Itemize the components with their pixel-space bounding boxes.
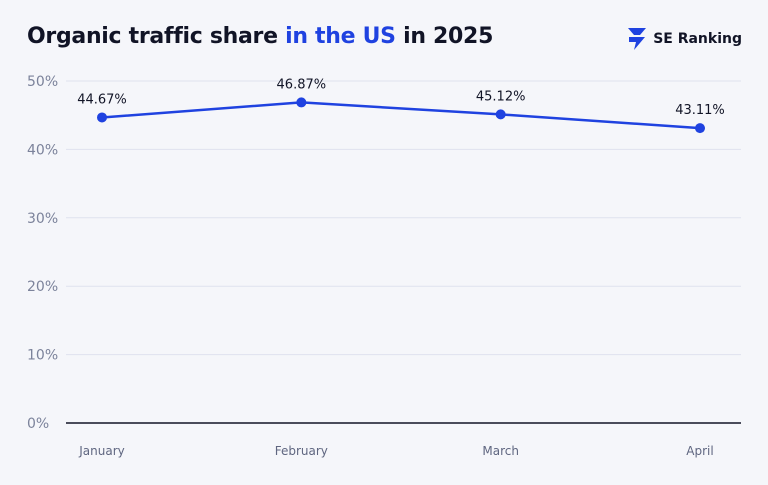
- y-tick-label: 30%: [27, 211, 58, 227]
- data-label: 43.11%: [675, 103, 725, 118]
- x-tick-label: March: [482, 444, 519, 458]
- chart-title: Organic traffic share in the US in 2025: [27, 24, 493, 49]
- title-highlight: in the US: [285, 24, 396, 49]
- data-label: 44.67%: [77, 92, 127, 107]
- data-label: 46.87%: [277, 77, 327, 92]
- data-point: [495, 109, 506, 120]
- y-tick-label: 40%: [27, 142, 58, 158]
- series-line: [101, 101, 701, 130]
- y-tick-label: 20%: [27, 279, 58, 295]
- data-label: 45.12%: [476, 89, 526, 104]
- brand-logo: SE Ranking: [626, 27, 742, 51]
- data-point: [97, 112, 107, 123]
- x-tick-label: April: [686, 444, 713, 458]
- se-ranking-logo-icon: [626, 27, 648, 51]
- title-suffix: in 2025: [395, 24, 494, 49]
- x-tick-label: January: [78, 444, 125, 458]
- title-text: Organic traffic share: [27, 24, 286, 49]
- data-point: [296, 97, 307, 108]
- y-tick-label: 10%: [27, 348, 58, 364]
- y-tick-label: 50%: [27, 74, 58, 90]
- brand-name: SE Ranking: [653, 31, 742, 47]
- data-point: [695, 123, 705, 134]
- x-tick-label: February: [275, 444, 328, 458]
- y-tick-label: 0%: [27, 416, 49, 432]
